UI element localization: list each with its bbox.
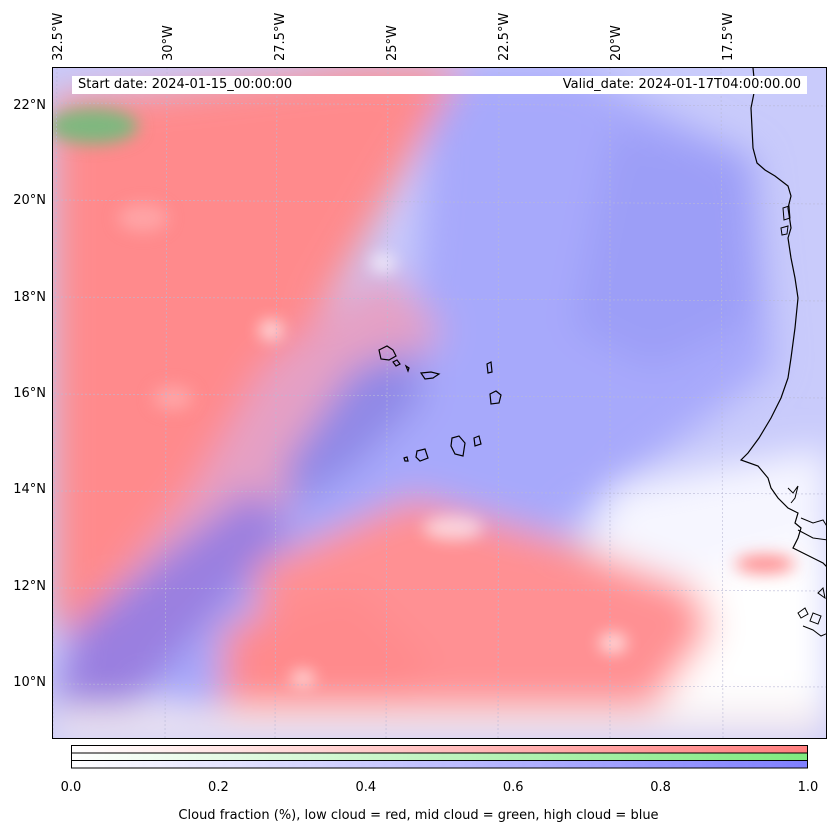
colorbar-mid-cloud [71,752,808,761]
latitude-label: 20°N [13,193,46,208]
latitude-label: 12°N [13,579,46,594]
start-date-label: Start date: 2024-01-15_00:00:00 [78,77,293,92]
latitude-label: 22°N [13,98,46,113]
latitude-label: 18°N [13,290,46,305]
longitude-label: 25°W [385,25,400,61]
longitude-label: 20°W [609,25,624,61]
colorbar-high-cloud [71,760,808,769]
bottom-strip [53,708,826,738]
cloud-fraction-map [52,67,827,739]
cape-verde-islands [378,345,502,462]
longitude-label: 32.5°W [51,12,66,61]
coast-islands-north [780,205,791,236]
colorbar-tick-label: 0.2 [208,780,229,795]
colorbar-tick-label: 0.0 [60,780,82,795]
date-annotation-bar: Start date: 2024-01-15_00:00:00 Valid_da… [72,76,807,94]
africa-coastline [739,68,826,567]
mixed-cloud-band-2 [283,348,423,508]
latitude-label: 16°N [13,386,46,401]
colorbar-tick-label: 0.6 [502,780,524,795]
mixed-cloud-band [53,488,293,708]
colorbar [71,745,808,769]
longitude-label: 22.5°W [497,12,512,61]
high-cloud-core [573,128,758,368]
coast-islands-south [797,586,826,637]
longitude-label: 17.5°W [721,12,736,61]
latitude-label: 10°N [13,675,46,690]
colorbar-tick-label: 0.8 [650,780,671,795]
mid-cloud-patch [53,108,138,144]
gridlines [53,68,826,738]
clear-sky-area-2 [653,538,826,738]
colorbar-tick-label: 0.4 [355,780,377,795]
longitude-label: 30°W [161,25,176,61]
colorbar-tick-label: 1.0 [797,780,819,795]
valid-date-label: Valid_date: 2024-01-17T04:00:00.00 [562,77,801,92]
senegal-coast-detail [787,485,826,541]
colorbar-low-cloud [71,745,808,754]
latitude-label: 14°N [13,482,46,497]
colorbar-caption: Cloud fraction (%), low cloud = red, mid… [178,808,659,823]
low-cloud-coastal-patch [735,555,795,573]
longitude-label: 27.5°W [273,12,288,61]
